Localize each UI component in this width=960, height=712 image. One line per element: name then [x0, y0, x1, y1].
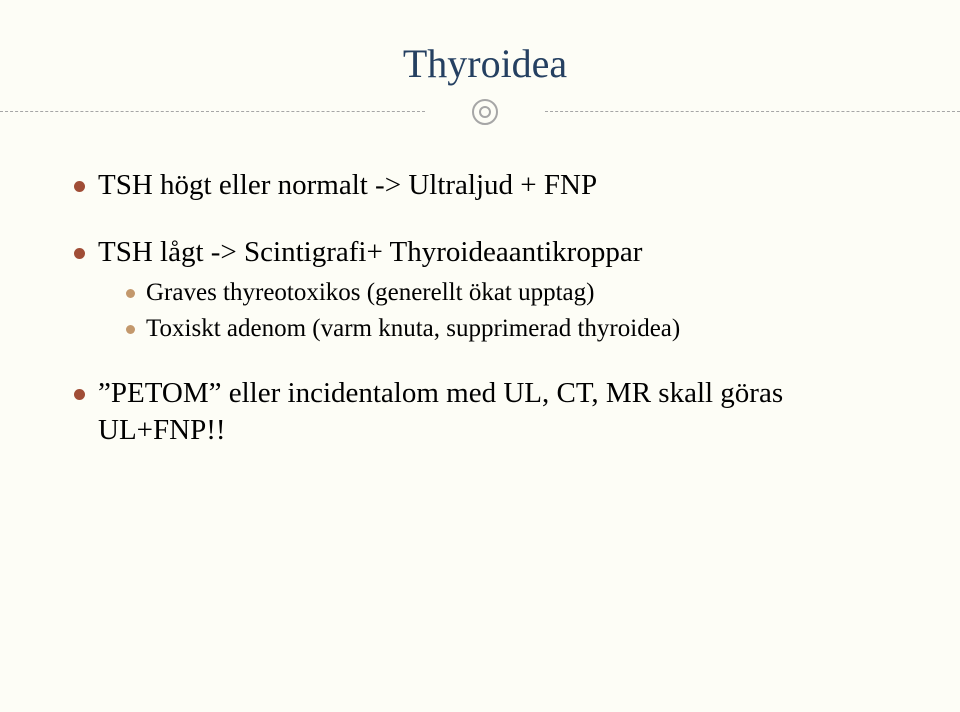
sub-bullet-list: Graves thyreotoxikos (generellt ökat upp… [98, 277, 900, 345]
divider-line-left [0, 111, 425, 112]
divider-circle-inner [479, 106, 491, 118]
list-item: TSH högt eller normalt -> Ultraljud + FN… [70, 167, 900, 204]
list-item: ”PETOM” eller incidentalom med UL, CT, M… [70, 375, 900, 449]
list-item-text: Graves thyreotoxikos (generellt ökat upp… [146, 279, 594, 306]
list-item: TSH lågt -> Scintigrafi+ Thyroideaantikr… [70, 234, 900, 345]
divider-line-right [545, 111, 960, 112]
bullet-list: TSH högt eller normalt -> Ultraljud + FN… [70, 167, 900, 449]
title-divider [70, 99, 900, 125]
slide-title: Thyroidea [70, 40, 900, 87]
list-item-text: TSH lågt -> Scintigrafi+ Thyroideaantikr… [98, 236, 642, 268]
list-item: Graves thyreotoxikos (generellt ökat upp… [124, 277, 900, 309]
list-item-text: Toxiskt adenom (varm knuta, supprimerad … [146, 315, 680, 342]
list-item-text: TSH högt eller normalt -> Ultraljud + FN… [98, 169, 597, 201]
list-item-text: ”PETOM” eller incidentalom med UL, CT, M… [98, 377, 783, 446]
slide: Thyroidea TSH högt eller normalt -> Ultr… [0, 0, 960, 712]
list-item: Toxiskt adenom (varm knuta, supprimerad … [124, 313, 900, 345]
slide-body: TSH högt eller normalt -> Ultraljud + FN… [70, 167, 900, 449]
